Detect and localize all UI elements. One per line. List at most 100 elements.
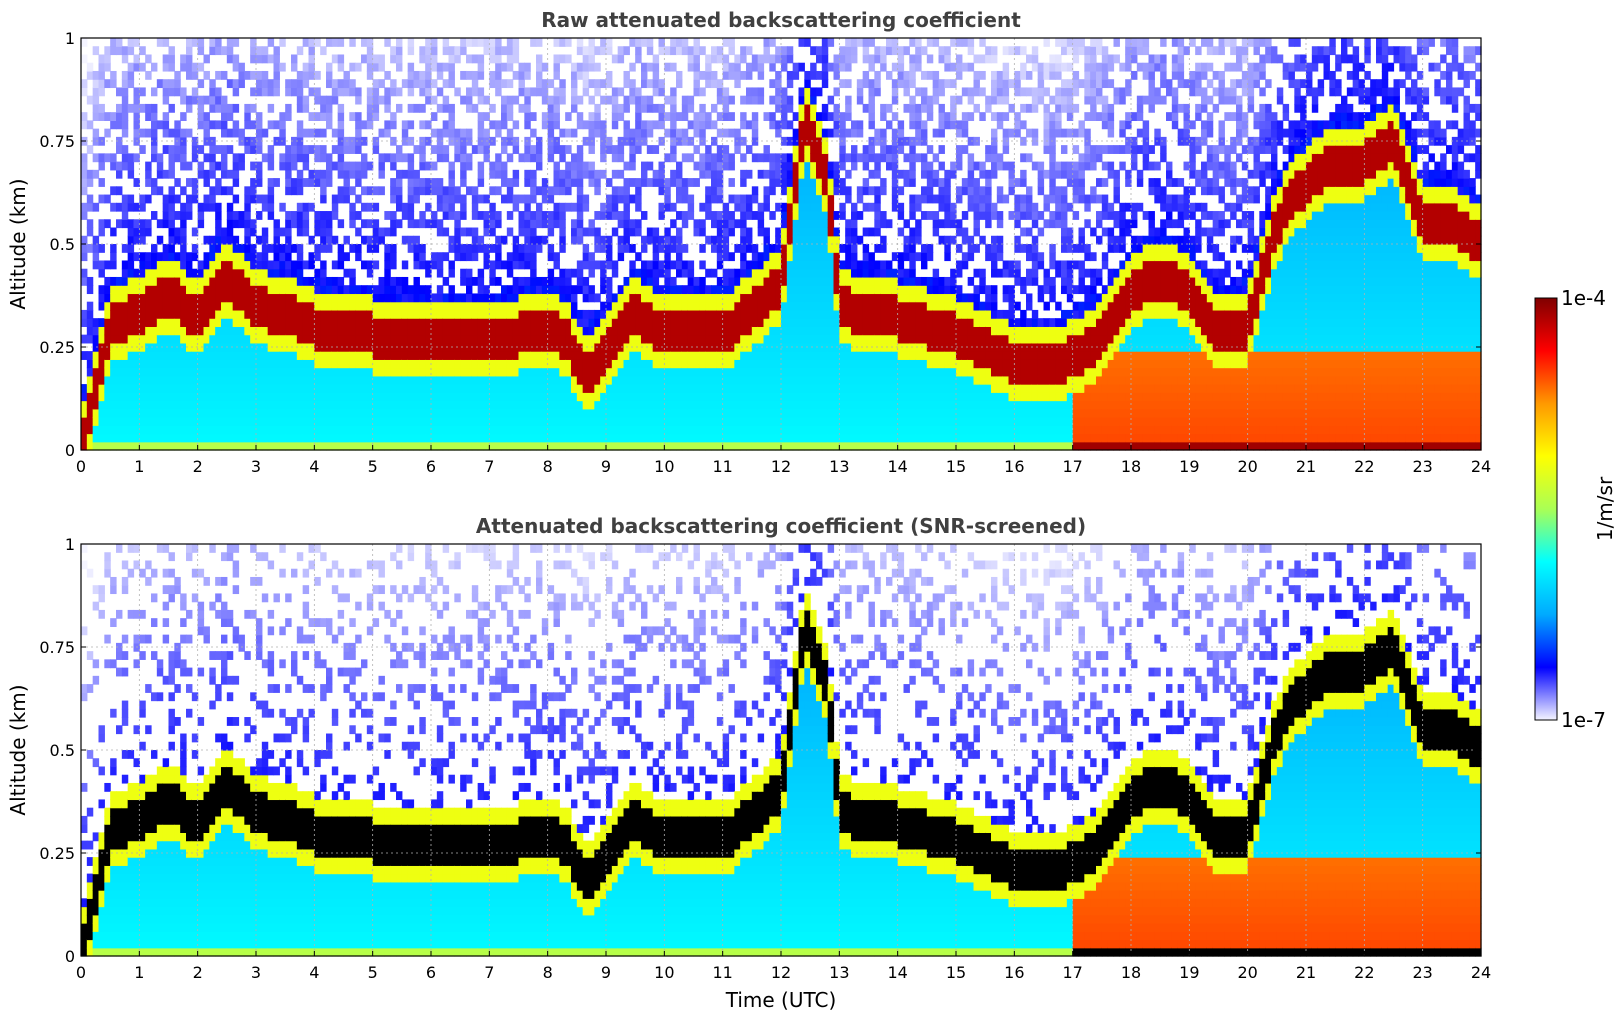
heat-cell	[635, 268, 642, 278]
heat-cell	[343, 235, 350, 245]
heat-cell	[804, 128, 811, 138]
heat-cell	[751, 301, 759, 311]
heat-cell	[191, 400, 199, 410]
heat-cell	[116, 351, 123, 360]
heat-cell	[576, 334, 584, 344]
heat-cell	[226, 169, 234, 179]
heat-cell	[804, 79, 811, 89]
heat-cell	[104, 79, 111, 89]
heat-cell	[121, 392, 129, 402]
heat-cell	[466, 326, 473, 336]
heat-cell	[734, 285, 741, 295]
heat-cell	[121, 334, 129, 344]
heat-cell	[839, 400, 846, 410]
heat-cell	[565, 367, 572, 377]
heat-cell	[495, 252, 502, 262]
heat-cell	[611, 145, 619, 154]
heat-cell	[477, 178, 485, 187]
heat-cell	[431, 359, 438, 369]
heat-cell	[384, 433, 391, 443]
heat-cell	[104, 408, 111, 418]
heat-cell	[781, 268, 788, 278]
heat-cell	[98, 87, 105, 97]
heat-cell	[273, 293, 280, 303]
heat-cell	[302, 145, 310, 154]
heat-cell	[495, 318, 502, 327]
heat-cell	[168, 367, 175, 377]
heat-cell	[197, 351, 205, 360]
heat-cell	[378, 408, 385, 418]
heat-cell	[81, 79, 88, 89]
heat-cell	[471, 211, 479, 220]
heat-cell	[477, 244, 485, 253]
heat-cell	[390, 219, 397, 229]
heat-cell	[302, 276, 310, 286]
heat-cell	[711, 211, 718, 220]
heat-cell	[116, 342, 123, 352]
heat-cell	[483, 359, 490, 369]
heat-cell	[98, 326, 105, 336]
heat-cell	[86, 392, 94, 402]
heat-cell	[611, 400, 619, 410]
heat-cell	[786, 103, 794, 113]
heat-cell	[746, 359, 753, 369]
heat-cell	[326, 367, 333, 377]
heat-cell	[256, 400, 263, 410]
heat-cell	[215, 400, 222, 410]
heat-cell	[751, 153, 759, 163]
heat-cell	[781, 301, 788, 311]
heat-cell	[588, 392, 595, 402]
heat-cell	[425, 384, 432, 393]
heat-cell	[617, 252, 625, 262]
heat-cell	[145, 70, 152, 80]
heat-cell	[798, 219, 805, 229]
heat-cell	[746, 285, 753, 295]
heat-cell	[728, 309, 735, 319]
heat-cell	[86, 244, 94, 253]
heat-cell	[763, 227, 770, 237]
heat-cell	[775, 285, 782, 295]
heat-cell	[681, 128, 689, 138]
heat-cell	[489, 46, 496, 56]
heat-cell	[623, 309, 630, 319]
heat-cell	[740, 417, 747, 426]
heat-cell	[821, 293, 829, 303]
heat-cell	[827, 375, 835, 385]
heat-cell	[786, 252, 794, 262]
heat-cell	[133, 375, 140, 385]
heat-cell	[477, 301, 485, 311]
heat-cell	[827, 128, 835, 138]
heat-cell	[804, 318, 811, 327]
heat-cell	[816, 309, 823, 319]
heat-cell	[757, 169, 765, 179]
heat-cell	[740, 318, 747, 327]
heat-cell	[664, 375, 671, 385]
heat-cell	[827, 202, 835, 212]
heat-cell	[104, 309, 111, 319]
heat-cell	[186, 441, 193, 451]
heat-cell	[191, 334, 199, 344]
heat-cell	[191, 178, 199, 187]
heat-cell	[180, 202, 187, 212]
heat-cell	[413, 103, 420, 113]
heat-cell	[331, 293, 339, 303]
heat-cell	[425, 342, 432, 352]
heat-cell	[471, 227, 479, 237]
heat-cell	[845, 244, 852, 253]
heat-cell	[740, 334, 747, 344]
heat-cell	[273, 79, 280, 89]
heat-cell	[209, 46, 216, 56]
heat-cell	[232, 441, 240, 451]
heat-cell	[641, 276, 648, 286]
heat-cell	[705, 62, 712, 72]
heat-cell	[781, 293, 788, 303]
heat-cell	[110, 120, 117, 130]
heat-cell	[786, 367, 794, 377]
heat-cell	[471, 309, 479, 319]
heat-cell	[716, 194, 724, 204]
heat-cell	[331, 318, 339, 327]
heat-cell	[431, 62, 438, 72]
heat-cell	[151, 293, 158, 303]
heat-cell	[792, 252, 800, 262]
heat-cell	[553, 375, 560, 385]
